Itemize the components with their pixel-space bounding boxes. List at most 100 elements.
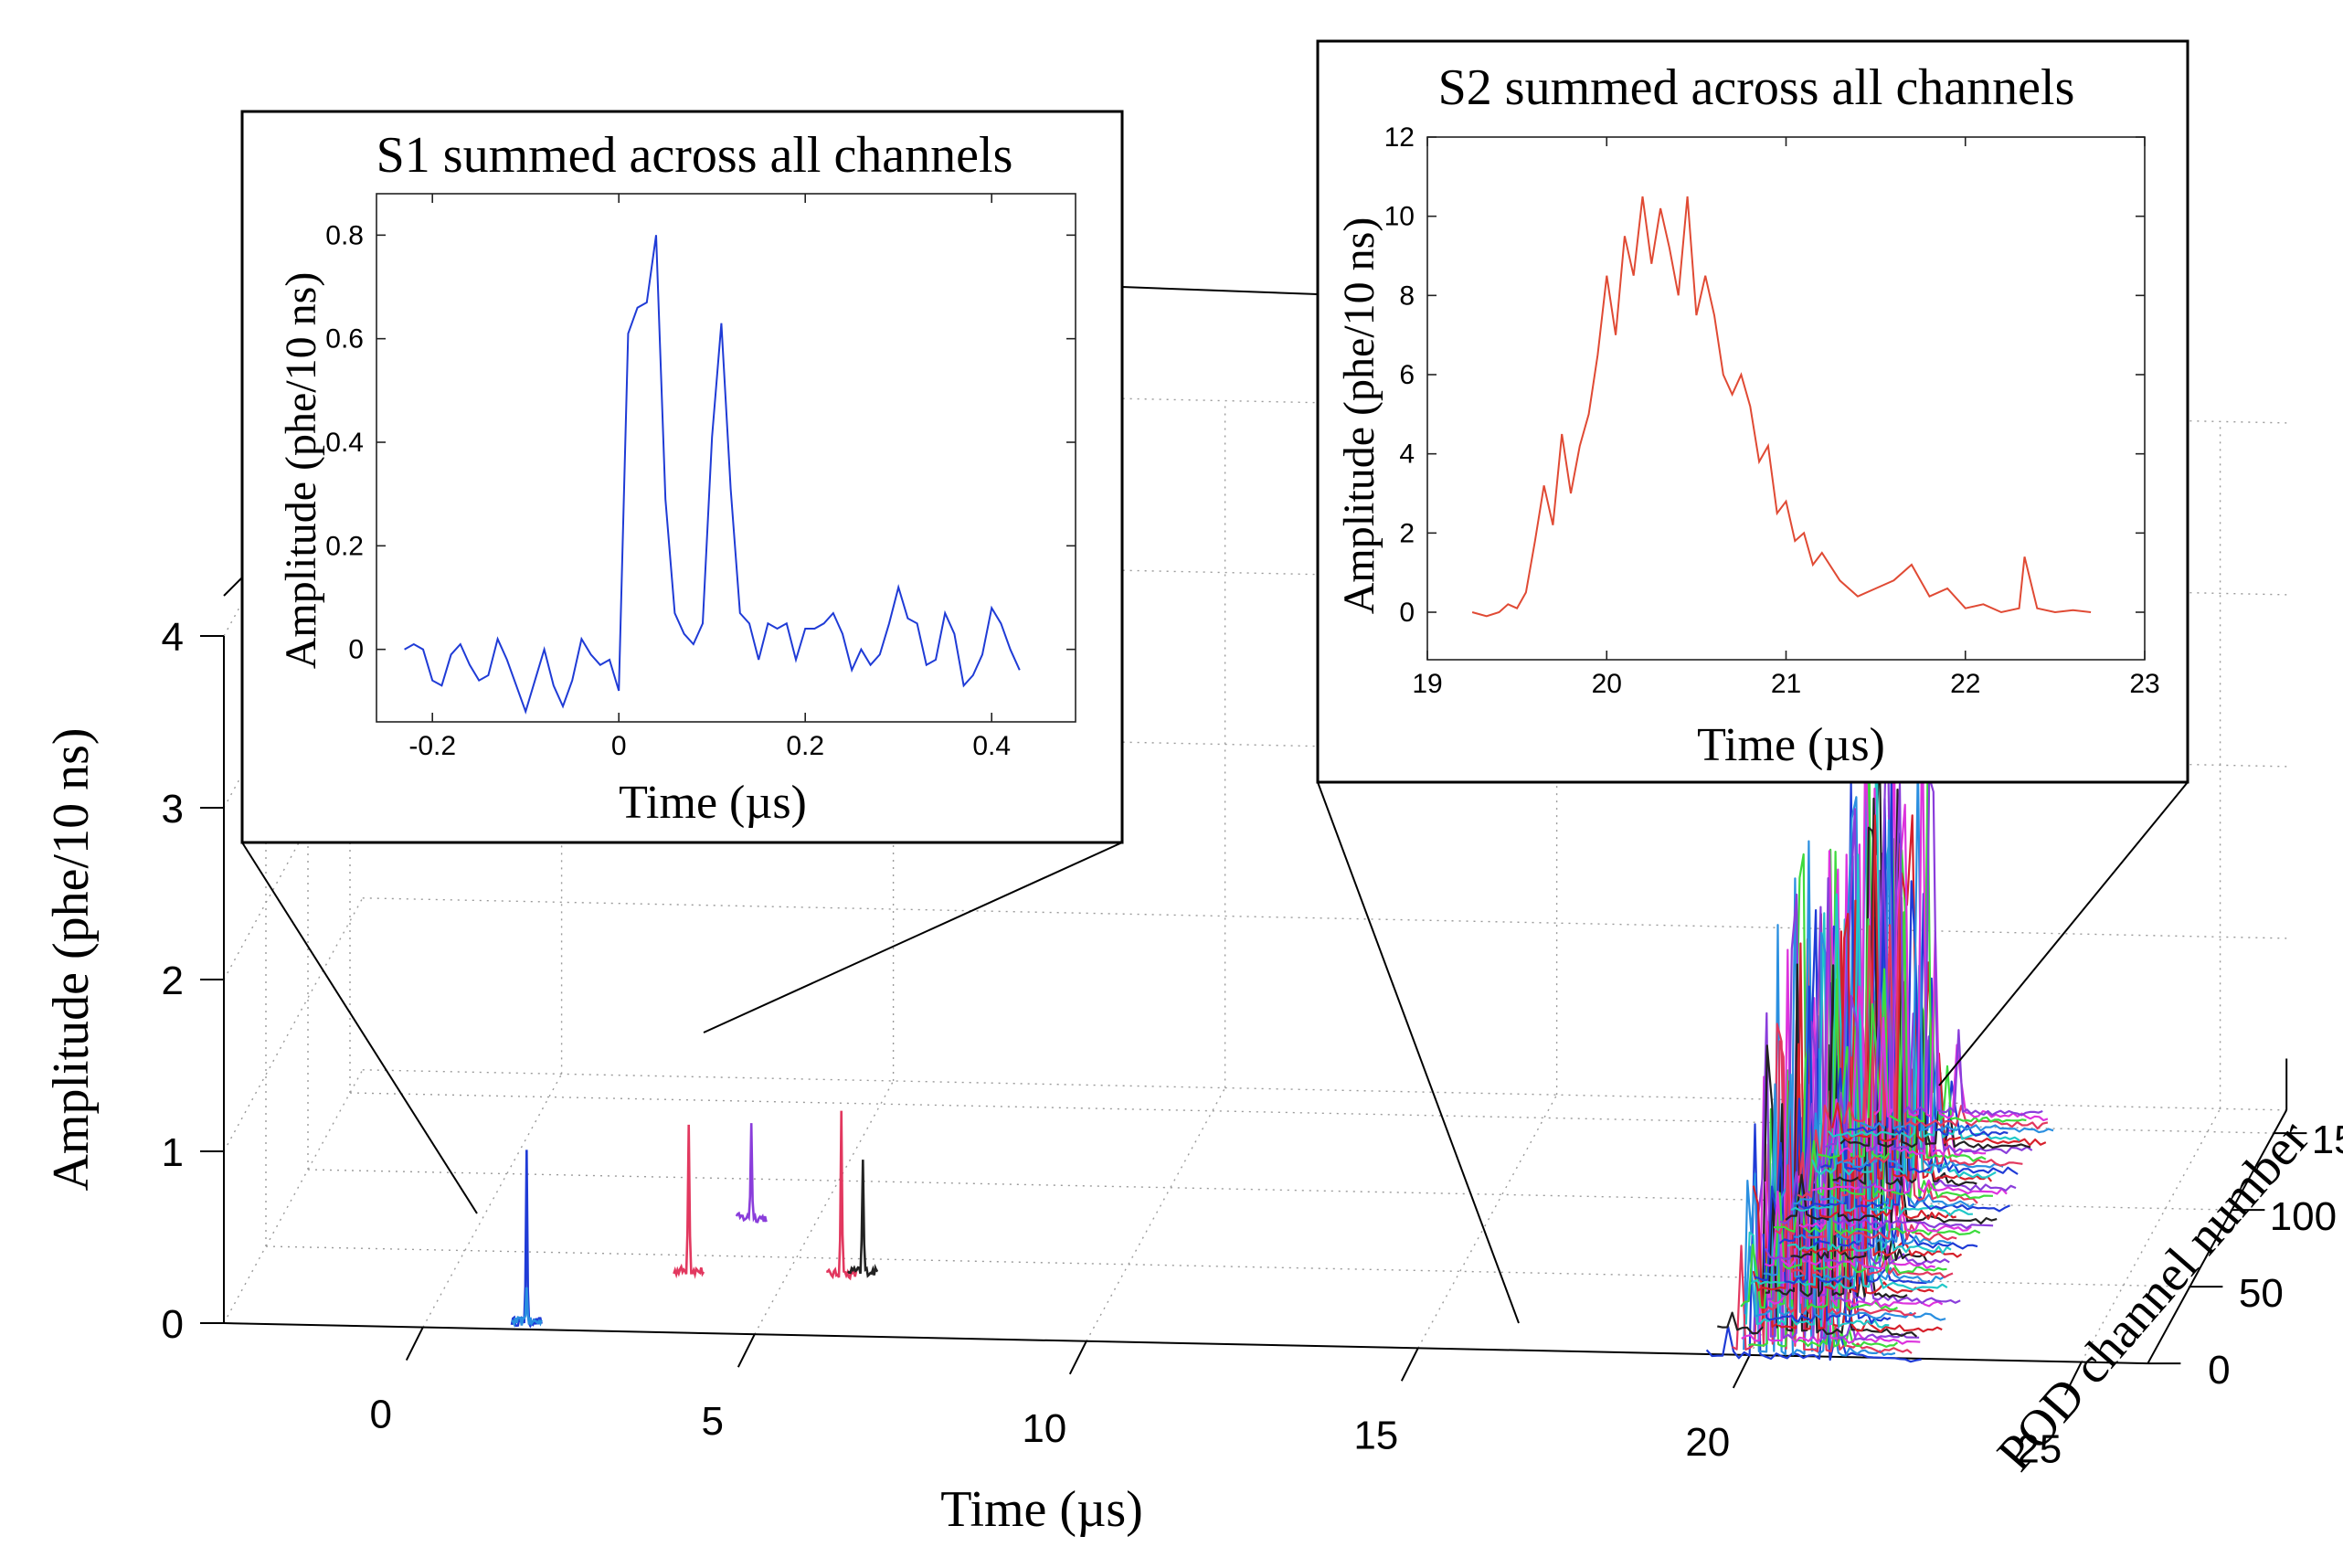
s1-inset-title: S1 summed across all channels	[376, 127, 1013, 184]
amplitude-tick-label: 3	[162, 787, 184, 832]
s2-connector-left	[1317, 781, 1520, 1324]
s2-channel-trace	[1825, 684, 2033, 1155]
channel-axis-line	[2147, 1109, 2288, 1364]
s2-y-tick-label: 4	[1399, 440, 1415, 470]
left-wall-grid-amp	[223, 897, 364, 1152]
s1-channel-pulse	[510, 1150, 543, 1329]
amplitude-tick-label: 2	[162, 959, 184, 1003]
s2-channel-trace	[1717, 1009, 1918, 1338]
s2-inset-title: S2 summed across all channels	[1438, 59, 2075, 116]
s2-channel-trace	[1741, 1075, 1921, 1345]
channel-tick-label: 0	[2208, 1348, 2230, 1393]
time-tick	[405, 1327, 424, 1361]
s2-channel-trace	[1847, 781, 2009, 1137]
s2-signal-line	[1471, 196, 2092, 618]
s1-channel-pulse	[825, 1110, 858, 1281]
main-ticks: 051015202505010015001234	[162, 615, 2343, 1472]
s2-channel-trace	[1754, 908, 1931, 1285]
s1-plot-area: -0.2 0 0.2 0.4 0 0.2 0.4 0.6 0.8	[325, 193, 1076, 761]
s2-inset: S2 summed across all channels 19 20 21 22 23…	[1316, 39, 2189, 784]
s2-channel-trace	[1750, 1047, 1948, 1291]
s1-signal-line	[404, 235, 1021, 715]
s1-x-tick-label: -0.2	[408, 731, 456, 761]
s2-channel-trace	[1774, 850, 1947, 1275]
s2-channel-trace	[1839, 788, 2031, 1150]
s2-x-tick-label: 22	[1950, 669, 1980, 699]
time-tick	[1068, 1340, 1087, 1375]
s2-channel-trace	[1785, 964, 1998, 1225]
s1-inset: S1 summed across all channels -0.2 0 0.2 0.…	[240, 110, 1124, 844]
floor-grid-time	[754, 1080, 895, 1335]
s1-y-tick-label: 0	[348, 635, 364, 665]
time-tick-label: 20	[1685, 1420, 1730, 1465]
s1-x-tick-label: 0.2	[786, 731, 824, 761]
s2-channel-trace	[1762, 1119, 1892, 1325]
s1-connector-right	[703, 842, 1123, 1033]
s2-channel-trace	[1790, 893, 1973, 1217]
s1-axes-box	[376, 193, 1076, 723]
s2-y-tick-label: 6	[1399, 360, 1415, 390]
left-wall-grid-amp	[223, 1069, 364, 1324]
amplitude-tick-label: 0	[162, 1302, 184, 1347]
time-axis-line	[223, 1322, 2148, 1365]
s2-y-tick-label: 8	[1399, 281, 1415, 311]
s2-y-tick-label: 12	[1384, 122, 1415, 153]
s2-channel-trace	[1793, 776, 1975, 1208]
channel-tick-label: 100	[2270, 1194, 2337, 1239]
s1-channel-pulse	[673, 1124, 705, 1279]
s2-channel-trace	[1797, 1056, 1978, 1204]
s2-channel-trace	[1831, 693, 1987, 1157]
time-tick-label: 15	[1353, 1413, 1398, 1457]
s1-x-tick-label: 0.4	[972, 731, 1011, 761]
s2-channel-trace	[1867, 777, 2027, 1123]
s2-channel-trace	[1705, 1123, 1922, 1363]
s2-y-tick-label: 2	[1399, 518, 1415, 548]
s2-y-axis-label: Amplitude (phe/10 ns)	[1335, 217, 1384, 615]
s2-channel-trace	[1764, 1040, 1917, 1317]
channel-tick-label: 150	[2312, 1118, 2343, 1162]
floor-grid-time	[1417, 1094, 1558, 1349]
s1-y-tick-label: 0.8	[325, 220, 364, 250]
floor-grid-time	[422, 1074, 563, 1328]
s2-channel-trace	[1811, 716, 1997, 1179]
time-tick	[2063, 1361, 2083, 1396]
s2-x-tick-label: 20	[1592, 669, 1622, 699]
s2-channel-trace	[1819, 797, 2019, 1175]
s2-connector-top	[1121, 286, 1319, 295]
s1-y-tick-label: 0.4	[325, 428, 364, 458]
s1-x-axis-label: Time (µs)	[619, 777, 807, 829]
main-x-axis-label: Time (µs)	[940, 1481, 1143, 1538]
time-tick	[1732, 1354, 1751, 1389]
s2-x-tick-label: 19	[1412, 669, 1442, 699]
back-wall-grid-amp	[362, 1069, 2287, 1111]
back-wall-grid-amp	[362, 897, 2287, 939]
s1-y-tick-label: 0.6	[325, 324, 364, 355]
main-traces	[510, 684, 2054, 1363]
main-z-axis-label: Amplitude (phe/10 ns)	[43, 727, 100, 1191]
s1-channel-pulse	[511, 1287, 543, 1329]
channel-tick-label: 50	[2239, 1271, 2284, 1316]
s1-y-tick-label: 0.2	[325, 531, 364, 561]
s1-y-axis-label: Amplitude (phe/10 ns)	[277, 272, 325, 670]
time-tick-label: 0	[370, 1393, 392, 1437]
time-tick-label: 25	[2017, 1427, 2062, 1472]
s1-channel-pulse	[846, 1160, 879, 1278]
s2-x-axis-label: Time (µs)	[1697, 719, 1885, 771]
time-tick	[1400, 1347, 1419, 1382]
s2-x-tick-label: 23	[2129, 669, 2159, 699]
time-tick	[737, 1333, 756, 1368]
time-tick-label: 5	[702, 1399, 724, 1444]
amplitude-tick-label: 4	[162, 615, 184, 660]
s2-channel-trace	[1811, 734, 2008, 1195]
s2-channel-trace	[1765, 906, 1950, 1266]
s1-x-tick-label: 0	[611, 731, 627, 761]
s2-y-tick-label: 0	[1399, 598, 1415, 628]
s1-inset-frame	[240, 110, 1124, 844]
amplitude-tick-label: 1	[162, 1130, 184, 1175]
s2-connector-right	[1938, 781, 2189, 1086]
floor-grid-time	[1086, 1087, 1226, 1342]
s2-channel-trace	[1793, 978, 1963, 1258]
s2-channel-trace	[1764, 1074, 1935, 1270]
s2-plot-area: 19 20 21 22 23 0 2 4 6 8 10 12	[1384, 122, 2160, 699]
